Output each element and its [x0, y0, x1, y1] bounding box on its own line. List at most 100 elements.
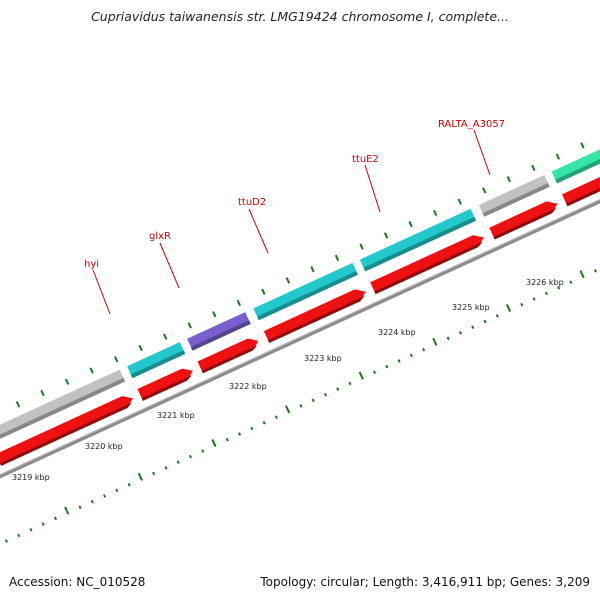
gene-label-RALTA_A3057[interactable]: RALTA_A3057	[438, 119, 505, 130]
cds-arrow	[197, 338, 259, 374]
cds-arrow-shadow	[201, 345, 258, 374]
backbone-highlight	[0, 198, 600, 476]
gene-label-ttuE2[interactable]: ttuE2	[352, 154, 379, 165]
scale-major-tick	[432, 337, 438, 346]
scale-minor-tick	[188, 454, 193, 459]
gene-track-tick	[138, 344, 143, 352]
label-leaders	[92, 129, 491, 315]
gene-track-tick	[359, 243, 364, 250]
gene-track-tick	[40, 389, 45, 397]
gene-track-tick	[212, 311, 217, 318]
scale-minor-tick	[446, 336, 450, 341]
scale-label-3224: 3224 kbp	[378, 328, 416, 337]
scale-major-tick	[285, 405, 291, 414]
gene-track-tick	[555, 153, 561, 160]
gene-box-shadow	[363, 216, 477, 272]
cds-arrow-shadow	[566, 187, 600, 207]
scale-minor-tick	[90, 499, 94, 504]
gene-box	[478, 175, 550, 217]
gene-box-shadow	[482, 183, 550, 217]
scale-label-3222: 3222 kbp	[229, 382, 267, 391]
gene-track-tick	[261, 288, 266, 295]
cds-arrow-shadow	[141, 375, 192, 401]
scale-minor-tick	[397, 359, 401, 363]
scale-major-tick	[505, 303, 512, 313]
gene-track-tick	[310, 266, 315, 273]
gene-label-hyi[interactable]: hyi	[84, 259, 99, 270]
scale-minor-tick	[127, 482, 131, 487]
map-title: Cupriavidus taiwanensis str. LMG19424 ch…	[91, 9, 509, 24]
scale-minor-tick	[311, 398, 315, 403]
gene-box	[359, 208, 477, 272]
gene-track-tick	[163, 333, 168, 340]
scale-minor-tick	[41, 522, 45, 526]
gene-box-shadow	[555, 159, 600, 184]
scale-minor-tick	[78, 505, 82, 510]
gene-track-tick	[89, 367, 94, 374]
scale-minor-tick	[409, 353, 413, 358]
accession-text: Accession: NC_010528	[9, 575, 146, 589]
scale-minor-tick	[323, 392, 328, 397]
gene-label-ttuD2[interactable]: ttuD2	[238, 197, 266, 208]
leader-line	[248, 208, 269, 254]
cds-arrow	[489, 201, 558, 240]
scale-minor-tick	[422, 347, 426, 352]
scale-minor-tick	[471, 325, 475, 329]
scale-label-3223: 3223 kbp	[304, 354, 342, 363]
gene-track-tick	[64, 378, 70, 385]
gene-track-tick	[285, 277, 291, 284]
scale-minor-tick	[593, 269, 597, 273]
gene-track-tick	[482, 187, 487, 194]
scale-minor-tick	[336, 387, 340, 391]
cds-arrow	[263, 289, 366, 343]
cds-arrow-shadow	[268, 295, 365, 343]
leader-line	[92, 269, 111, 315]
gene-track-tick	[383, 232, 389, 239]
gene-box	[551, 149, 600, 184]
scale-minor-tick	[115, 488, 119, 493]
scale-label-3226: 3226 kbp	[526, 278, 564, 287]
scale-label-3225: 3225 kbp	[452, 303, 490, 312]
scale-major-tick	[64, 506, 70, 515]
gene-track	[0, 149, 600, 439]
cds-track	[0, 176, 600, 466]
cds-arrow	[370, 235, 484, 295]
scale-minor-tick	[569, 280, 573, 284]
scale-minor-tick	[53, 516, 58, 521]
gene-track-tick	[531, 164, 536, 172]
scale-minor-tick	[29, 527, 33, 532]
scale-minor-tick	[250, 426, 254, 431]
scale-minor-tick	[532, 297, 536, 301]
scale-label-3219: 3219 kbp	[12, 473, 50, 482]
scale-track	[4, 269, 597, 543]
scale-label-3221: 3221 kbp	[157, 411, 195, 420]
gene-track-tick	[187, 322, 192, 329]
gene-box-shadow	[257, 271, 358, 321]
gene-box-shadow	[190, 320, 251, 351]
scale-minor-tick	[544, 291, 548, 296]
cds-arrow	[137, 368, 193, 401]
gene-track-tick	[506, 175, 511, 183]
scale-minor-tick	[103, 494, 107, 498]
scale-minor-tick	[495, 314, 499, 318]
scale-label-3220: 3220 kbp	[85, 442, 123, 451]
cds-arrow-shadow	[0, 402, 132, 466]
scale-minor-tick	[348, 381, 352, 386]
gene-box-shadow	[130, 350, 186, 379]
gene-track-tick	[236, 299, 241, 307]
leader-line	[473, 129, 491, 176]
scale-minor-tick	[164, 466, 168, 470]
gene-track-tick	[334, 254, 340, 262]
scale-minor-tick	[274, 415, 278, 419]
cds-arrow-shadow	[374, 241, 483, 295]
gene-labels: hyi glxR ttuD2 ttuE2 RALTA_A3057	[84, 119, 505, 270]
gene-label-glxR[interactable]: glxR	[149, 231, 171, 242]
gene-track-tick	[15, 401, 21, 408]
leader-line	[364, 164, 381, 213]
scale-major-tick	[579, 270, 585, 279]
scale-minor-tick	[483, 319, 487, 324]
gene-track-tick	[408, 221, 413, 228]
scale-labels: 3219 kbp 3220 kbp 3221 kbp 3222 kbp 3223…	[12, 278, 564, 482]
gene-box	[253, 262, 358, 321]
